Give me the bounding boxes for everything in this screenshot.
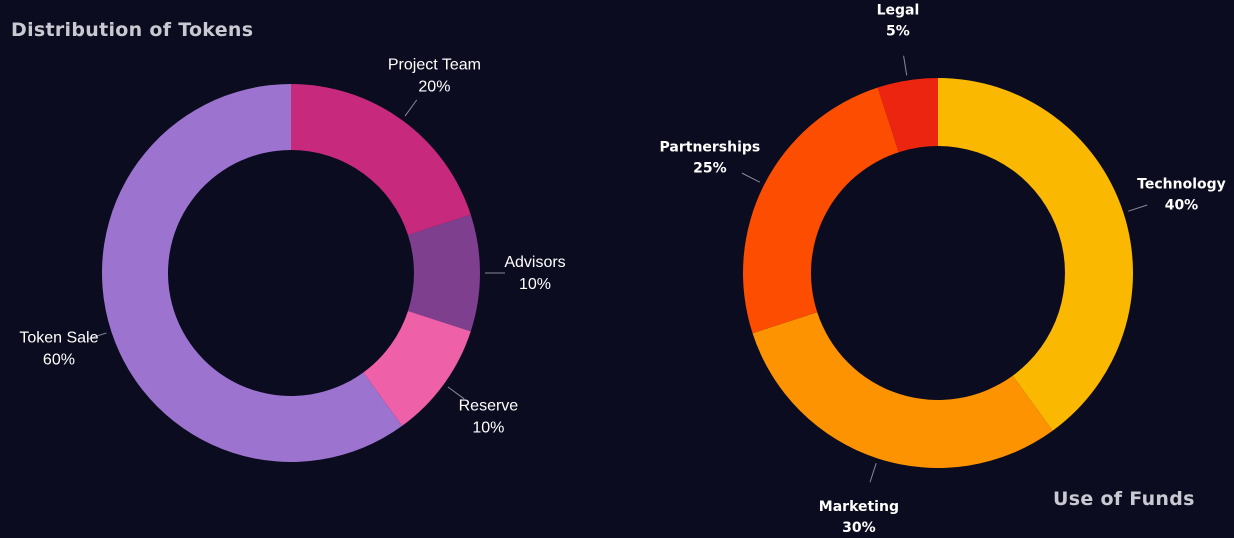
slice-label-value: 60% [43,351,75,368]
slice-label-name: Project Team [388,57,481,74]
slice-label-marketing: Marketing 30% [819,499,899,536]
slice-label-technology: Technology 40% [1137,176,1226,213]
slice-marketing [752,312,1053,468]
slice-label-name: Token Sale [19,329,98,346]
slice-label-name: Advisors [504,254,565,271]
connector-technology [1128,204,1148,212]
slice-label-value: 40% [1165,197,1199,213]
connector-token-sale [87,332,107,340]
slice-label-advisors: Advisors 10% [504,254,565,293]
slice-label-name: Partnerships [660,139,761,155]
connector-reserve [447,386,465,400]
chart-title-use-of-funds: Use of Funds [1053,488,1195,510]
slice-label-legal: Legal 5% [877,3,920,40]
slice-label-value: 5% [886,24,910,40]
connector-project-team [404,99,418,117]
slice-label-project-team: Project Team 20% [388,57,481,96]
slice-label-value: 10% [472,419,504,436]
slice-label-value: 20% [418,79,450,96]
slice-project-team [291,84,471,235]
slice-label-name: Technology [1137,176,1226,192]
slice-label-value: 25% [693,160,727,176]
slice-label-partnerships: Partnerships 25% [660,139,761,176]
slice-label-token-sale: Token Sale 60% [19,329,98,368]
slice-label-name: Marketing [819,499,899,515]
slice-token-sale [101,84,403,462]
slice-label-name: Legal [877,3,920,19]
slice-label-value: 30% [842,520,876,536]
chart-title-distribution-of-tokens: Distribution of Tokens [11,19,254,41]
slice-advisors [407,214,481,332]
connector-partnerships [741,172,761,183]
connector-marketing [869,463,877,483]
connector-legal [903,55,908,76]
slice-label-reserve: Reserve 10% [459,397,519,436]
slice-label-value: 10% [519,276,551,293]
slice-legal [877,78,938,153]
slice-technology [938,78,1134,431]
slice-label-name: Reserve [459,397,519,414]
slice-reserve [363,311,471,426]
slice-partnerships [743,87,899,334]
